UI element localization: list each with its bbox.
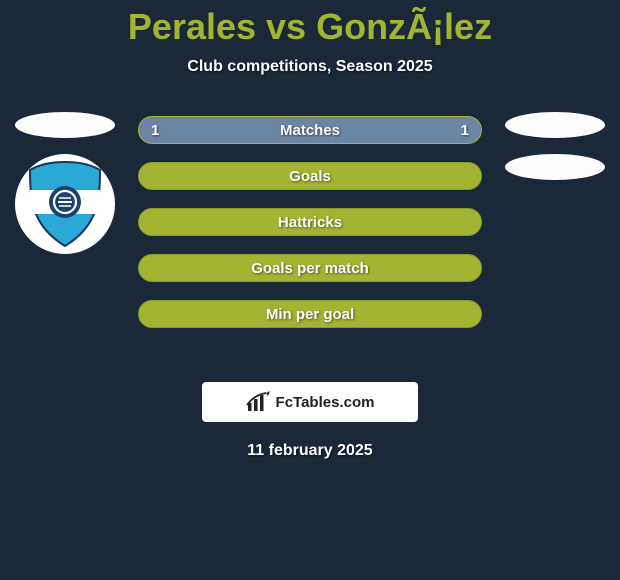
stat-row-goals-per-match: Goals per match xyxy=(138,254,482,282)
stat-label: Min per goal xyxy=(266,306,354,323)
stat-row-hattricks: Hattricks xyxy=(138,208,482,236)
stat-label: Goals xyxy=(289,168,331,185)
stat-rows: 1 Matches 1 Goals Hattricks Goals per ma… xyxy=(138,116,482,346)
comparison-content: 1 Matches 1 Goals Hattricks Goals per ma… xyxy=(0,116,620,376)
footer-date: 11 february 2025 xyxy=(0,442,620,460)
stat-row-min-per-goal: Min per goal xyxy=(138,300,482,328)
attribution-text: FcTables.com xyxy=(276,394,375,411)
stat-right-value: 1 xyxy=(461,122,469,139)
subtitle: Club competitions, Season 2025 xyxy=(0,58,620,76)
stat-label: Matches xyxy=(280,122,340,139)
right-player-column xyxy=(500,112,610,196)
left-name-placeholder xyxy=(15,112,115,138)
stat-left-value: 1 xyxy=(151,122,159,139)
stats-card: Perales vs GonzÃ¡lez Club competitions, … xyxy=(0,0,620,580)
page-title: Perales vs GonzÃ¡lez xyxy=(0,6,620,48)
stat-label: Hattricks xyxy=(278,214,342,231)
bar-chart-icon xyxy=(246,391,272,413)
left-team-badge xyxy=(15,154,115,254)
stat-label: Goals per match xyxy=(251,260,369,277)
shield-icon xyxy=(26,160,104,248)
right-name-placeholder xyxy=(505,112,605,138)
right-badge-placeholder xyxy=(505,154,605,180)
stat-row-matches: 1 Matches 1 xyxy=(138,116,482,144)
left-player-column xyxy=(10,112,120,254)
stat-row-goals: Goals xyxy=(138,162,482,190)
attribution-box: FcTables.com xyxy=(202,382,418,422)
